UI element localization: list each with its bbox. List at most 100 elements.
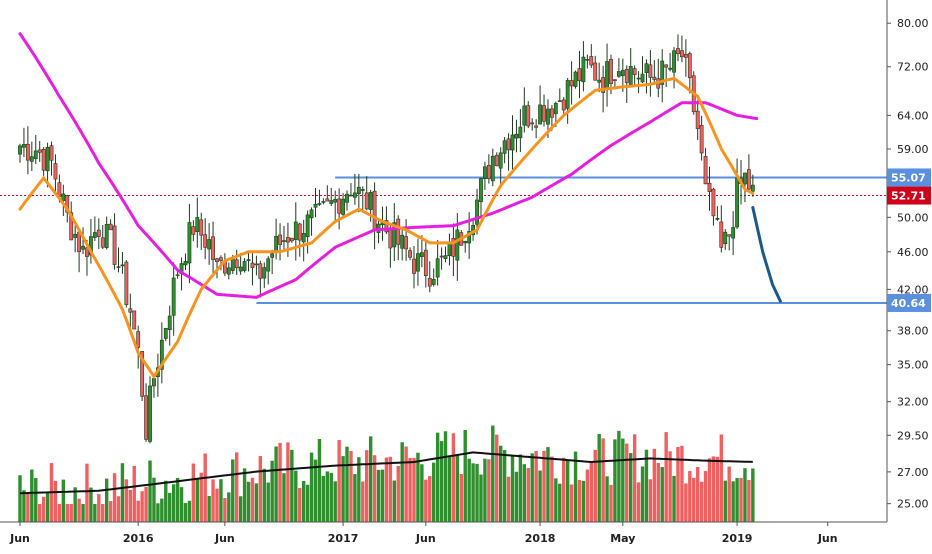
candle-body [557, 100, 562, 102]
candle-body [159, 339, 164, 370]
candle-body [388, 229, 393, 249]
volume-bar [550, 456, 554, 522]
candle-body [29, 156, 34, 162]
candle-body [152, 378, 156, 387]
volume-bar [400, 442, 404, 522]
candle-body [92, 232, 97, 238]
volume-bar [278, 442, 282, 522]
candle-body [341, 198, 345, 215]
volume-bar [353, 474, 357, 522]
volume-bar [69, 504, 73, 522]
candle-body [112, 225, 117, 265]
volume-bar [152, 477, 156, 522]
volume-bar [203, 453, 207, 522]
candle-body [644, 63, 649, 74]
volume-bar [238, 496, 243, 522]
candle-body [226, 267, 231, 275]
volume-bar [120, 463, 125, 522]
volume-bar [349, 450, 353, 522]
volume-bar [258, 456, 263, 522]
candle-body [364, 192, 369, 210]
volume-bar [593, 449, 597, 522]
candle-body [203, 234, 208, 248]
candle-body [581, 56, 586, 83]
candle-body [297, 223, 302, 241]
candle-body [384, 220, 389, 233]
volume-bar [97, 494, 101, 522]
candle-body [522, 105, 527, 126]
candle-body [723, 231, 728, 245]
volume-bar [711, 456, 716, 522]
volume-bar [463, 430, 467, 522]
candle-body [695, 110, 700, 129]
volume-bar [41, 496, 46, 522]
volume-bar [274, 446, 278, 522]
candle-body [132, 310, 137, 330]
candle-body [356, 186, 361, 195]
volume-bar [562, 457, 566, 522]
volume-bar [483, 458, 487, 522]
volume-bar [148, 460, 152, 522]
volume-bar [447, 456, 452, 522]
x-tick-label: 2018 [525, 532, 556, 545]
volume-bar [85, 463, 89, 522]
y-tick-label: 38.00 [897, 325, 929, 338]
candle-body [577, 68, 582, 82]
volume-bar [514, 471, 519, 522]
volume-bar [116, 496, 121, 522]
x-tick-label: 2017 [328, 532, 359, 545]
volume-bar [668, 451, 672, 522]
candle-body [636, 77, 641, 80]
volume-bar [723, 480, 727, 522]
volume-bar [250, 477, 255, 522]
volume-bar [357, 457, 361, 522]
volume-bar [408, 458, 412, 522]
candle-body [317, 203, 322, 205]
candle-body [104, 223, 109, 248]
volume-bar [672, 475, 676, 522]
candle-body [352, 192, 357, 198]
volume-bar [282, 473, 286, 522]
candle-body [293, 221, 298, 241]
candle-body [486, 165, 491, 180]
y-tick-label: 72.00 [897, 61, 929, 74]
volume-bar [609, 484, 613, 522]
volume-bar [751, 468, 755, 522]
volume-bar [526, 468, 530, 522]
candle-body [502, 140, 507, 154]
volume-bar [262, 468, 266, 522]
volume-bar [124, 479, 129, 522]
candle-body [412, 258, 416, 274]
candle-body [435, 258, 440, 278]
candle-body [258, 263, 263, 279]
candle-body [479, 178, 483, 203]
volume-bar [199, 472, 203, 522]
volume-bar [183, 503, 188, 522]
volume-bar [439, 441, 444, 522]
volume-bar [215, 488, 219, 522]
candle-body [546, 108, 550, 125]
volume-bar [459, 473, 463, 522]
volume-bar [625, 443, 629, 522]
candle-body [313, 203, 318, 208]
volume-bar [554, 478, 558, 522]
resistance-level-label: 55.07 [891, 171, 926, 184]
candle-body [715, 218, 720, 220]
volume-bar [392, 480, 396, 522]
candle-body [396, 218, 401, 245]
volume-bar [565, 459, 570, 522]
y-tick-label: 32.00 [897, 396, 929, 409]
y-tick-label: 50.00 [897, 211, 929, 224]
volume-bar [195, 478, 199, 522]
volume-bar [301, 480, 306, 522]
volume-bar [231, 459, 235, 522]
candle-body [108, 223, 113, 231]
candle-body [360, 189, 365, 191]
candle-body [53, 163, 58, 180]
candle-body [573, 71, 578, 87]
volume-bar [573, 451, 578, 522]
projection-line[interactable] [751, 206, 782, 303]
candle-body [601, 77, 606, 93]
